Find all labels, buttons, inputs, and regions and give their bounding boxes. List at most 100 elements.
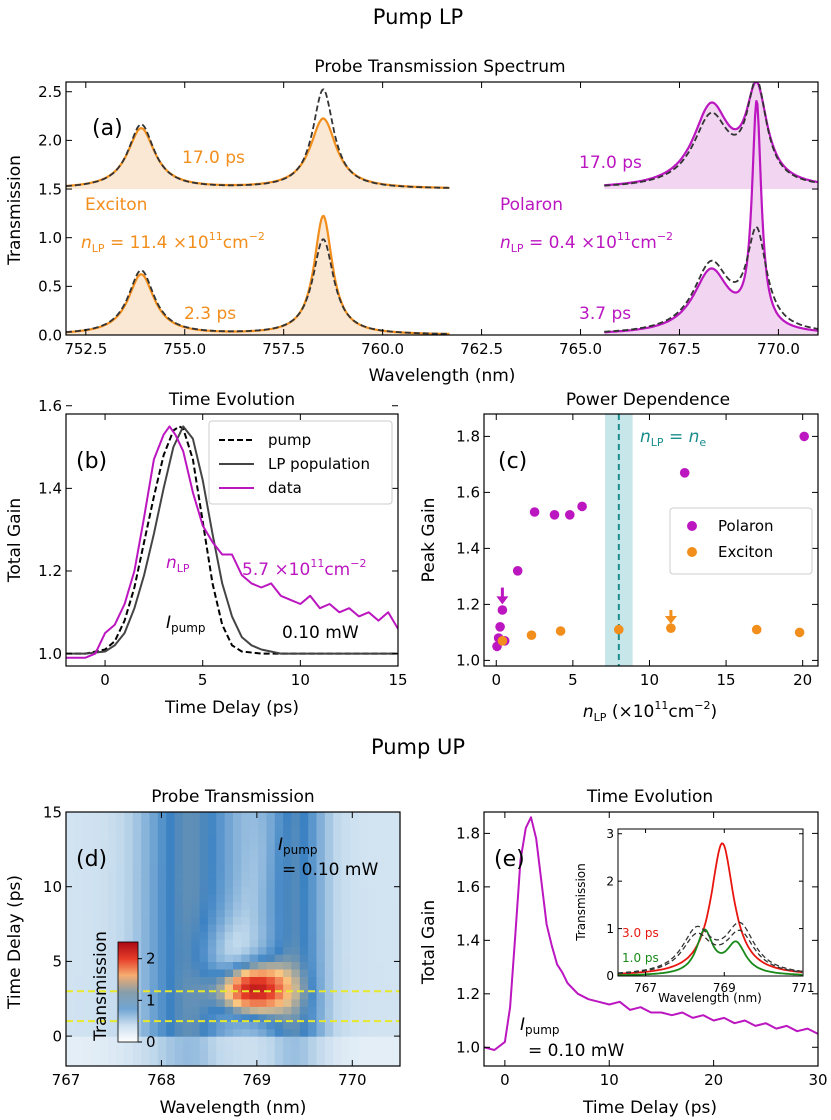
heatmap-cell bbox=[166, 871, 176, 880]
heatmap-cell bbox=[207, 849, 217, 858]
heatmap-cell bbox=[308, 991, 318, 1000]
heatmap-cell bbox=[374, 939, 384, 948]
heatmap-cell bbox=[299, 953, 309, 962]
heatmap-cell bbox=[266, 924, 276, 933]
heatmap-cell bbox=[366, 826, 376, 835]
heatmap-cell bbox=[258, 879, 267, 888]
exciton-point bbox=[497, 636, 508, 646]
heatmap-cell bbox=[174, 886, 184, 895]
heatmap-cell bbox=[174, 1058, 184, 1067]
heatmap-cell bbox=[391, 1006, 401, 1015]
heatmap-cell bbox=[358, 976, 368, 985]
heatmap-cell bbox=[166, 1043, 176, 1052]
heatmap-cell bbox=[207, 864, 217, 873]
reference-line bbox=[66, 238, 450, 335]
heatmap-cell bbox=[274, 841, 284, 850]
heatmap-cell bbox=[241, 909, 251, 918]
heatmap-cell bbox=[182, 946, 192, 955]
heatmap-cell bbox=[207, 886, 217, 895]
heatmap-cell bbox=[374, 819, 384, 828]
heatmap-cell bbox=[166, 849, 176, 858]
heatmap-cell bbox=[82, 1043, 92, 1052]
heatmap-cell bbox=[199, 976, 209, 985]
heatmap-cell bbox=[349, 841, 359, 850]
heatmap-cell bbox=[107, 976, 117, 985]
heatmap-cell bbox=[166, 901, 176, 910]
heatmap-cell bbox=[182, 1051, 192, 1060]
panel-b-power: 0.10 mW bbox=[282, 623, 359, 643]
heatmap-cell bbox=[383, 864, 393, 873]
heatmap-cell bbox=[383, 1058, 393, 1067]
heatmap-cell bbox=[82, 1021, 92, 1030]
heatmap-cell bbox=[107, 856, 117, 865]
series-fill bbox=[604, 82, 818, 189]
heatmap-cell bbox=[191, 879, 201, 888]
heatmap-cell bbox=[341, 856, 351, 865]
heatmap-cell bbox=[349, 834, 359, 843]
heatmap-cell bbox=[324, 931, 334, 940]
heatmap-cell bbox=[333, 916, 343, 925]
heatmap-cell bbox=[224, 886, 234, 895]
heatmap-cell bbox=[149, 946, 159, 955]
heatmap-cell bbox=[324, 991, 334, 1000]
heatmap-cell bbox=[316, 991, 326, 1000]
heatmap-cell bbox=[283, 879, 292, 888]
heatmap-cell bbox=[124, 849, 134, 858]
heatmap-cell bbox=[216, 939, 226, 948]
heatmap-cell bbox=[191, 1043, 201, 1052]
heatmap-cell bbox=[358, 819, 368, 828]
heatmap-cell bbox=[299, 976, 309, 985]
heatmap-cell bbox=[283, 1006, 292, 1015]
heatmap-cell bbox=[341, 1028, 351, 1037]
heatmap-cell bbox=[349, 1021, 359, 1030]
heatmap-cell bbox=[266, 909, 276, 918]
heatmap-cell bbox=[274, 909, 284, 918]
heatmap-cell bbox=[107, 946, 117, 955]
heatmap-cell bbox=[182, 1058, 192, 1067]
panel-b-title: Time Evolution bbox=[168, 390, 295, 410]
heatmap-cell bbox=[124, 886, 134, 895]
heatmap-cell bbox=[299, 841, 309, 850]
heatmap-cell bbox=[266, 939, 276, 948]
heatmap-cell bbox=[99, 826, 109, 835]
heatmap-cell bbox=[216, 901, 226, 910]
heatmap-cell bbox=[341, 931, 351, 940]
heatmap-cell bbox=[107, 931, 117, 940]
heatmap-cell bbox=[291, 849, 301, 858]
heatmap-cell bbox=[99, 886, 109, 895]
heatmap-cell bbox=[358, 1006, 368, 1015]
heatmap-cell bbox=[324, 1036, 334, 1045]
heatmap-cell bbox=[383, 1006, 393, 1015]
heatmap-cell bbox=[74, 871, 84, 880]
heatmap-cell bbox=[333, 864, 343, 873]
heatmap-cell bbox=[141, 983, 151, 992]
heatmap-cell bbox=[116, 879, 125, 888]
heatmap-cell bbox=[199, 812, 209, 821]
heatmap-cell bbox=[341, 909, 351, 918]
heatmap-cell bbox=[82, 864, 92, 873]
heatmap-cell bbox=[174, 849, 184, 858]
heatmap-cell bbox=[333, 894, 343, 903]
heatmap-cell bbox=[316, 841, 326, 850]
heatmap-cell bbox=[66, 946, 75, 955]
heatmap-cell bbox=[233, 1051, 242, 1060]
heatmap-cell bbox=[157, 826, 167, 835]
heatmap-cell bbox=[82, 886, 92, 895]
heatmap-cell bbox=[349, 946, 359, 955]
heatmap-cell bbox=[258, 953, 267, 962]
heatmap-cell bbox=[391, 976, 401, 985]
heatmap-cell bbox=[91, 871, 100, 880]
heatmap-cell bbox=[283, 909, 292, 918]
heatmap-cell bbox=[316, 1051, 326, 1060]
heatmap-cell bbox=[182, 1036, 192, 1045]
heatmap-cell bbox=[107, 991, 117, 1000]
heatmap-cell bbox=[308, 953, 318, 962]
heatmap-cell bbox=[141, 886, 151, 895]
heatmap-cell bbox=[216, 953, 226, 962]
heatmap-cell bbox=[91, 886, 100, 895]
heatmap-cell bbox=[199, 871, 209, 880]
heatmap-cell bbox=[258, 856, 267, 865]
heatmap-cell bbox=[316, 871, 326, 880]
heatmap-cell bbox=[299, 1051, 309, 1060]
heatmap-cell bbox=[66, 864, 75, 873]
